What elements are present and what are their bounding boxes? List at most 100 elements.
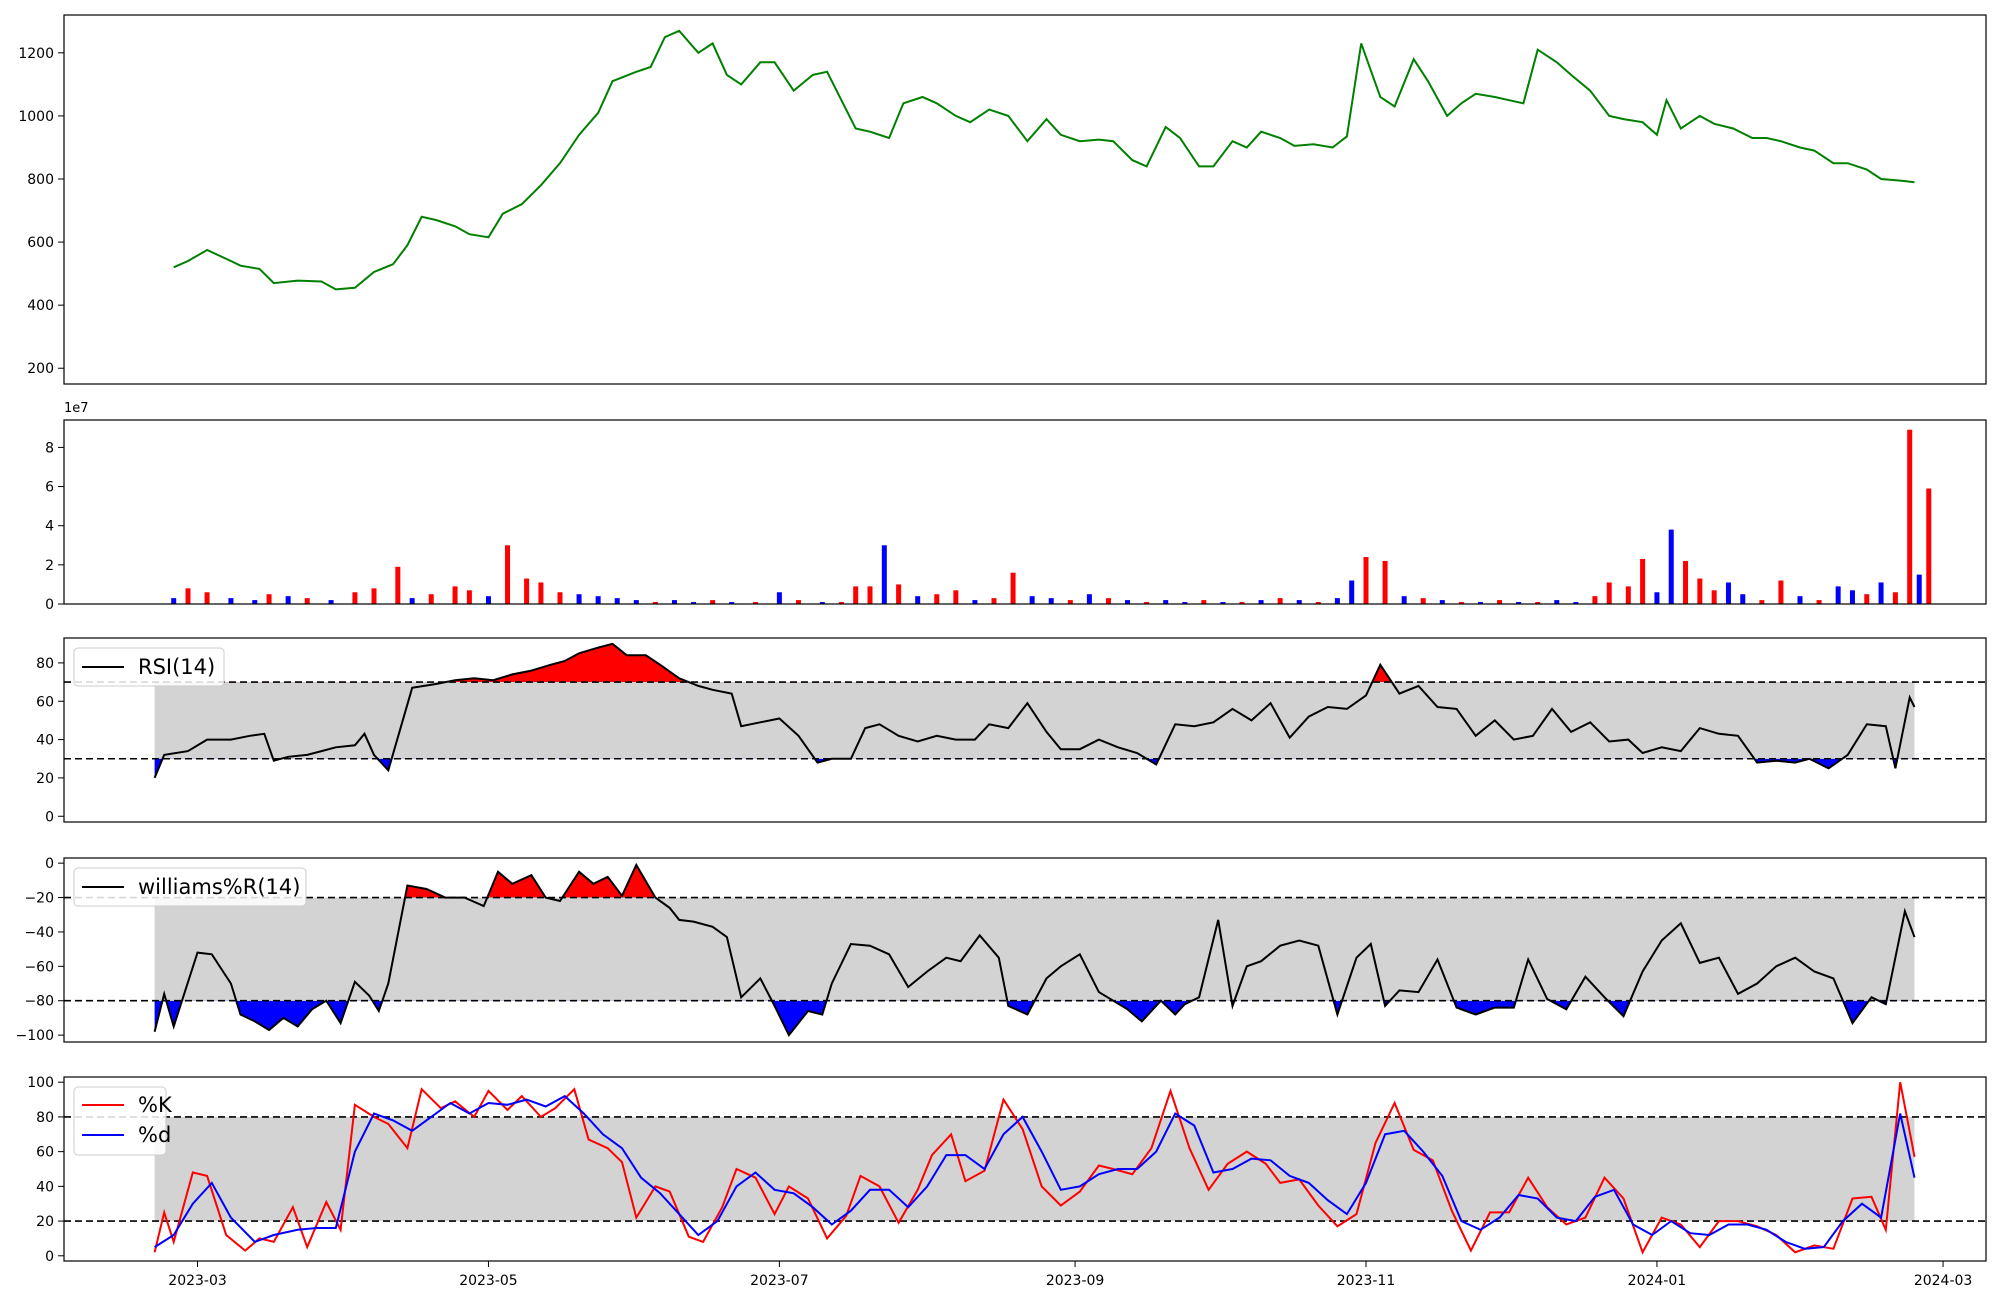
volume-bar <box>633 600 639 604</box>
volume-bar <box>1778 580 1784 604</box>
volume-bar <box>185 588 191 604</box>
volume-bar <box>1654 592 1660 604</box>
volume-bar <box>1048 598 1054 604</box>
volume-bar <box>466 590 472 604</box>
volume-bar <box>1401 596 1407 604</box>
williams-tick-label: 0 <box>45 856 54 872</box>
volume-bar <box>819 602 825 604</box>
x-tick-label: 2023-11 <box>1337 1273 1396 1289</box>
volume-bar <box>1497 600 1503 604</box>
volume-bar <box>1907 429 1913 604</box>
volume-bar <box>409 598 415 604</box>
volume-bar <box>881 545 887 604</box>
volume-bar <box>266 594 272 604</box>
panel-stochastic: 0 20 40 60 80 100 %K %d 2023-03 2023-05 2023-07 202… <box>27 1075 1987 1289</box>
volume-bar <box>485 596 491 604</box>
x-tick-label: 2023-03 <box>168 1273 227 1289</box>
stochastic-k-line <box>153 1082 1916 1255</box>
panel-frame <box>63 1076 1987 1262</box>
volume-bar <box>1835 586 1841 604</box>
x-tick-label: 2023-07 <box>750 1273 809 1289</box>
volume-bar <box>867 586 873 604</box>
volume-bar <box>1382 560 1388 604</box>
volume-bar <box>1201 600 1207 604</box>
price-tick-label: 1000 <box>18 109 54 125</box>
volume-bar <box>352 592 358 604</box>
volume-bar <box>228 598 234 604</box>
stochastic-tick-label: 100 <box>27 1075 54 1091</box>
volume-bar <box>1554 600 1560 604</box>
panel-volume: 0 2 4 6 8 1e7 <box>45 401 1987 613</box>
panel-frame <box>63 857 1987 1043</box>
williams-line <box>153 862 1916 1037</box>
williams-band-fill <box>154 897 1915 1001</box>
volume-bar <box>1144 602 1150 604</box>
volume-bar <box>1163 600 1169 604</box>
volume-bar <box>1067 600 1073 604</box>
williams-overbought-fill <box>154 864 1915 898</box>
williams-tick-label: −40 <box>24 925 54 941</box>
volume-bar <box>1759 600 1765 604</box>
volume-tick-label: 0 <box>45 597 54 613</box>
volume-tick-label: 6 <box>45 480 54 496</box>
volume-bar <box>1010 572 1016 604</box>
volume-bar <box>838 602 844 604</box>
legend-label: RSI(14) <box>138 655 215 679</box>
volume-bar <box>1105 598 1111 604</box>
volume-bar <box>1182 602 1188 604</box>
volume-bar <box>1683 560 1689 604</box>
stochastic-tick-label: 0 <box>45 1249 54 1265</box>
volume-bar <box>1592 596 1598 604</box>
volume-bar <box>204 592 210 604</box>
legend-label: %d <box>138 1123 171 1147</box>
volume-bar <box>1296 600 1302 604</box>
volume-bar <box>1315 602 1321 604</box>
panel-frame <box>63 637 1987 823</box>
legend-box <box>73 867 307 907</box>
volume-bar <box>1668 529 1674 604</box>
volume-bar <box>1573 602 1579 604</box>
stochastic-tick-label: 40 <box>36 1179 54 1195</box>
stochastic-tick-label: 20 <box>36 1214 54 1230</box>
volume-bar <box>1258 600 1264 604</box>
volume-bar <box>1816 600 1822 604</box>
price-tick-label: 1200 <box>18 46 54 62</box>
panel-price: 200 400 600 800 1000 1200 <box>18 14 1987 385</box>
volume-bar <box>1334 598 1340 604</box>
volume-bar <box>576 594 582 604</box>
x-tick-label: 2024-03 <box>1914 1273 1973 1289</box>
panel-frame <box>63 419 1987 605</box>
panel-frame <box>63 14 1987 385</box>
williams-legend: williams%R(14) <box>73 867 307 907</box>
volume-bar <box>1477 602 1483 604</box>
legend-label: williams%R(14) <box>138 875 300 899</box>
stochastic-legend: %K %d <box>73 1086 173 1156</box>
volume-bar <box>1535 602 1541 604</box>
volume-bar <box>1797 596 1803 604</box>
volume-bar <box>538 582 544 604</box>
stochastic-tick-label: 80 <box>36 1110 54 1126</box>
volume-bar <box>1029 596 1035 604</box>
volume-bar <box>652 602 658 604</box>
x-tick-label: 2023-05 <box>459 1273 518 1289</box>
rsi-legend: RSI(14) <box>73 647 225 687</box>
volume-bar <box>557 592 563 604</box>
volume-bar <box>972 600 978 604</box>
volume-bar <box>252 600 258 604</box>
legend-label: %K <box>138 1093 173 1117</box>
volume-bar <box>395 566 401 604</box>
volume-bar <box>1916 574 1922 604</box>
price-tick-label: 800 <box>27 172 54 188</box>
volume-offset-label: 1e7 <box>64 401 89 416</box>
volume-bar <box>896 584 902 604</box>
williams-tick-label: −20 <box>24 891 54 907</box>
volume-bar <box>1849 590 1855 604</box>
volume-bar <box>1439 600 1445 604</box>
volume-tick-label: 2 <box>45 558 54 574</box>
volume-bar <box>1086 594 1092 604</box>
volume-bar <box>614 598 620 604</box>
stochastic-d-line <box>154 1094 1916 1250</box>
volume-bar <box>1926 488 1932 604</box>
volume-bar <box>1239 602 1245 604</box>
